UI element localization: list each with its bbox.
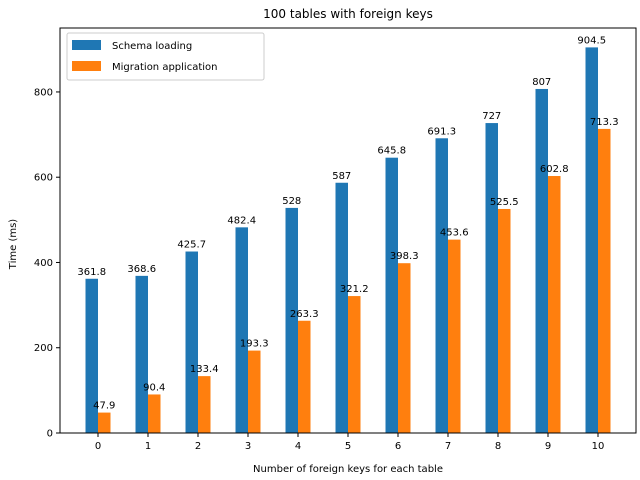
x-tick-label-9: 9 [545,441,551,452]
bar-label-schema-loading-5: 587 [332,171,351,182]
bar-label-schema-loading-10: 904.5 [577,35,606,46]
bar-label-schema-loading-4: 528 [282,196,301,207]
bar-migration-application-8 [498,208,511,433]
y-axis: 0 200 400 600 800 [34,87,60,440]
bar-label-migration-application-10: 713.3 [590,117,619,128]
legend-swatch-schema-loading [72,40,101,50]
bar-migration-application-6 [398,263,411,433]
y-tick-label-200: 200 [34,343,53,354]
bar-migration-application-2 [198,376,211,433]
plot-frame [59,27,637,434]
x-tick-label-6: 6 [395,441,401,452]
chart-title: 100 tables with foreign keys [263,7,433,21]
x-tick-label-2: 2 [195,441,201,452]
bar-migration-application-10 [598,128,611,434]
bar-migration-application-1 [148,394,161,433]
bar-schema-loading-9 [535,88,548,433]
bar-schema-loading-4 [285,207,298,433]
bar-schema-loading-3 [235,227,248,433]
bars-group [85,47,611,434]
bar-migration-application-0 [98,412,111,433]
bar-migration-application-7 [448,239,461,433]
bar-label-schema-loading-9: 807 [532,77,551,88]
bar-schema-loading-6 [385,157,398,434]
bar-label-migration-application-2: 133.4 [190,364,219,375]
x-tick-label-0: 0 [95,441,101,452]
bar-schema-loading-8 [485,123,498,433]
legend-swatch-migration-application [72,61,101,71]
x-axis: 0 1 2 3 4 5 6 7 8 9 10 [95,433,605,452]
bar-schema-loading-0 [85,278,98,433]
legend: Schema loading Migration application [66,32,265,81]
bar-label-migration-application-7: 453.6 [440,228,469,239]
bar-schema-loading-10 [585,47,598,433]
x-tick-label-3: 3 [245,441,251,452]
bar-label-migration-application-0: 47.9 [93,401,115,412]
x-tick-label-7: 7 [445,441,451,452]
bar-schema-loading-1 [135,275,148,433]
x-tick-label-10: 10 [592,441,605,452]
y-tick-label-0: 0 [47,429,53,440]
bar-label-schema-loading-0: 361.8 [77,267,106,278]
bar-migration-application-3 [248,350,261,433]
bar-label-migration-application-4: 263.3 [290,309,319,320]
bar-label-migration-application-1: 90.4 [143,382,165,393]
y-tick-label-600: 600 [34,173,53,184]
legend-label-schema-loading: Schema loading [112,41,192,52]
bar-label-schema-loading-7: 691.3 [427,126,456,137]
x-tick-label-8: 8 [495,441,501,452]
y-axis-label: Time (ms) [8,219,19,271]
x-tick-label-5: 5 [345,441,351,452]
x-tick-label-4: 4 [295,441,301,452]
bar-label-schema-loading-1: 368.6 [127,264,156,275]
legend-label-migration-application: Migration application [112,62,218,73]
bar-label-schema-loading-8: 727 [482,111,501,122]
bar-label-schema-loading-6: 645.8 [377,146,406,157]
bar-schema-loading-5 [335,182,348,433]
bar-schema-loading-2 [185,251,198,433]
bar-label-migration-application-3: 193.3 [240,339,269,350]
x-tick-label-1: 1 [145,441,151,452]
bar-label-migration-application-8: 525.5 [490,197,519,208]
y-tick-label-400: 400 [34,258,53,269]
bar-schema-loading-7 [435,138,448,433]
legend-box [66,32,265,81]
bar-migration-application-4 [298,320,311,433]
bar-label-schema-loading-2: 425.7 [177,240,206,251]
bar-migration-application-5 [348,296,361,433]
bar-label-migration-application-9: 602.8 [540,164,569,175]
y-tick-label-800: 800 [34,87,53,98]
bar-label-migration-application-5: 321.2 [340,284,369,295]
bar-labels-group: 361.8 368.6 425.7 482.4 528 587 645.8 691.3 727 8… [77,35,618,411]
bar-label-schema-loading-3: 482.4 [227,215,256,226]
bar-label-migration-application-6: 398.3 [390,251,419,262]
x-axis-label: Number of foreign keys for each table [253,464,443,475]
bar-migration-application-9 [548,176,561,433]
